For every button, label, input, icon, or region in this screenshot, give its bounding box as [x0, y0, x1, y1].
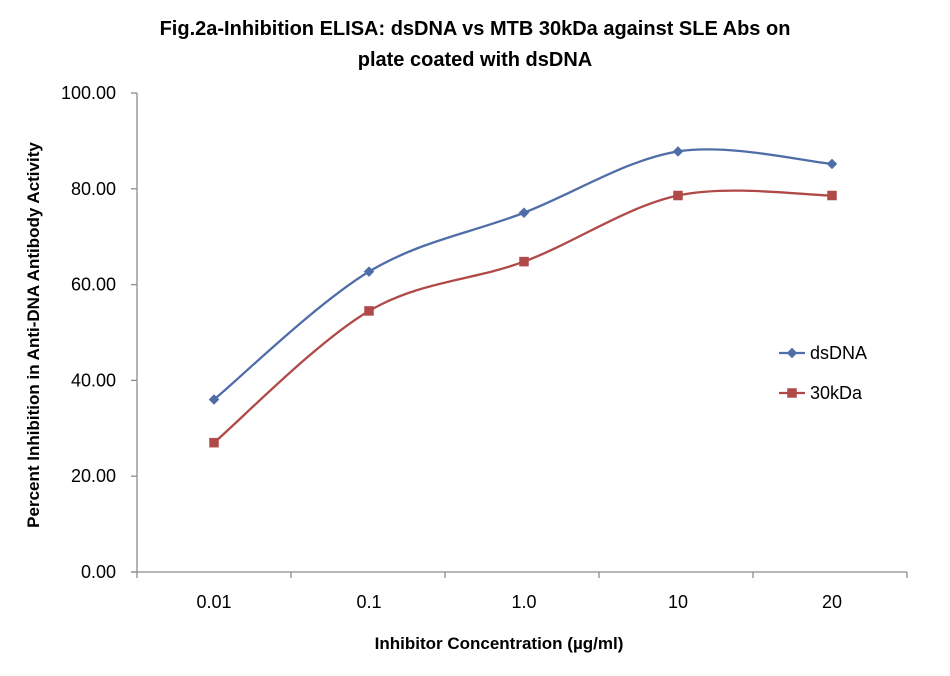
x-tick-label: 20	[822, 592, 842, 612]
data-point-dsdna	[363, 266, 375, 278]
data-point-dsdna	[672, 146, 684, 157]
y-tick-label: 100.00	[61, 83, 116, 103]
data-point-30kda	[673, 190, 683, 201]
legend-entry-dsdna: dsDNA	[779, 343, 867, 363]
legend: dsDNA 30kDa	[779, 343, 867, 403]
y-tick-label: 0.00	[81, 562, 116, 582]
series-dsdna	[208, 146, 838, 405]
data-point-30kda	[209, 437, 219, 448]
legend-entry-30kda: 30kDa	[779, 383, 863, 403]
data-point-30kda	[519, 256, 529, 267]
data-point-dsdna	[518, 207, 530, 219]
chart-title-line-1: Fig.2a-Inhibition ELISA: dsDNA vs MTB 30…	[159, 18, 791, 40]
series-line-dsdna	[213, 148, 833, 401]
y-tick-label: 20.00	[71, 466, 116, 486]
legend-label: 30kDa	[810, 383, 863, 403]
x-tick-label: 1.0	[511, 592, 536, 612]
y-axis-ticks: 0.00 20.00 40.00 60.00 80.00 100.00	[61, 83, 137, 582]
x-tick-label: 10	[668, 592, 688, 612]
y-tick-label: 80.00	[71, 179, 116, 199]
x-axis-title: Inhibitor Concentration (µg/ml)	[375, 634, 624, 653]
data-point-dsdna	[208, 394, 220, 405]
x-tick-label: 0.1	[356, 592, 381, 612]
legend-marker	[787, 388, 797, 398]
x-axis-ticks: 0.01 0.1 1.0 10 20	[136, 572, 908, 612]
series-30kda	[209, 189, 837, 448]
axes	[131, 93, 907, 573]
y-tick-label: 40.00	[71, 370, 116, 390]
data-point-30kda	[827, 190, 837, 201]
series-layer	[208, 146, 838, 448]
legend-marker	[786, 347, 798, 359]
y-tick-label: 60.00	[71, 275, 116, 295]
y-axis-title: Percent Inhibition in Anti-DNA Antibody …	[24, 142, 43, 528]
data-point-dsdna	[826, 158, 838, 170]
x-tick-label: 0.01	[196, 592, 231, 612]
chart-title-line-2: plate coated with dsDNA	[357, 49, 593, 71]
chart-title: Fig.2a-Inhibition ELISA: dsDNA vs MTB 30…	[0, 14, 950, 76]
data-point-30kda	[364, 306, 374, 316]
legend-label: dsDNA	[810, 343, 867, 363]
